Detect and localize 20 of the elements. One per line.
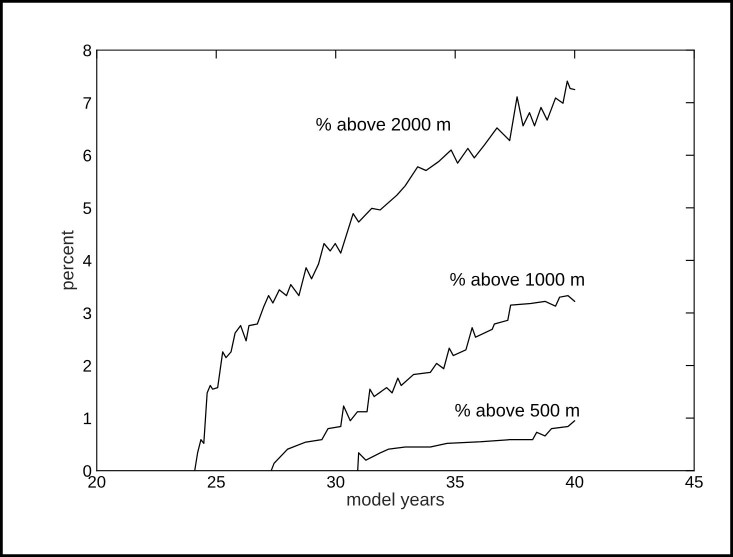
x-axis-title: model years bbox=[347, 492, 444, 510]
x-tick-label: 45 bbox=[685, 476, 703, 488]
x-tick-label: 20 bbox=[88, 476, 106, 488]
series-label: % above 1000 m bbox=[450, 272, 584, 286]
y-tick-label: 7 bbox=[83, 97, 92, 109]
x-tick-label: 30 bbox=[327, 476, 344, 488]
x-tick-label: 40 bbox=[566, 476, 584, 488]
series-label: % above 500 m bbox=[455, 403, 579, 417]
y-tick-label: 4 bbox=[83, 254, 92, 266]
y-tick-label: 8 bbox=[83, 44, 92, 56]
y-tick-label: 3 bbox=[83, 307, 92, 320]
y-tick-label: 1 bbox=[84, 412, 92, 424]
series-label: % above 2000 m bbox=[316, 117, 450, 131]
y-tick-label: 5 bbox=[83, 202, 92, 214]
x-tick-label: 25 bbox=[208, 476, 225, 488]
y-tick-label: 2 bbox=[83, 360, 92, 372]
x-tick-label: 35 bbox=[446, 476, 464, 488]
y-axis-title: percent bbox=[62, 230, 78, 290]
y-tick-label: 6 bbox=[83, 150, 92, 162]
y-tick-label: 0 bbox=[83, 465, 92, 477]
